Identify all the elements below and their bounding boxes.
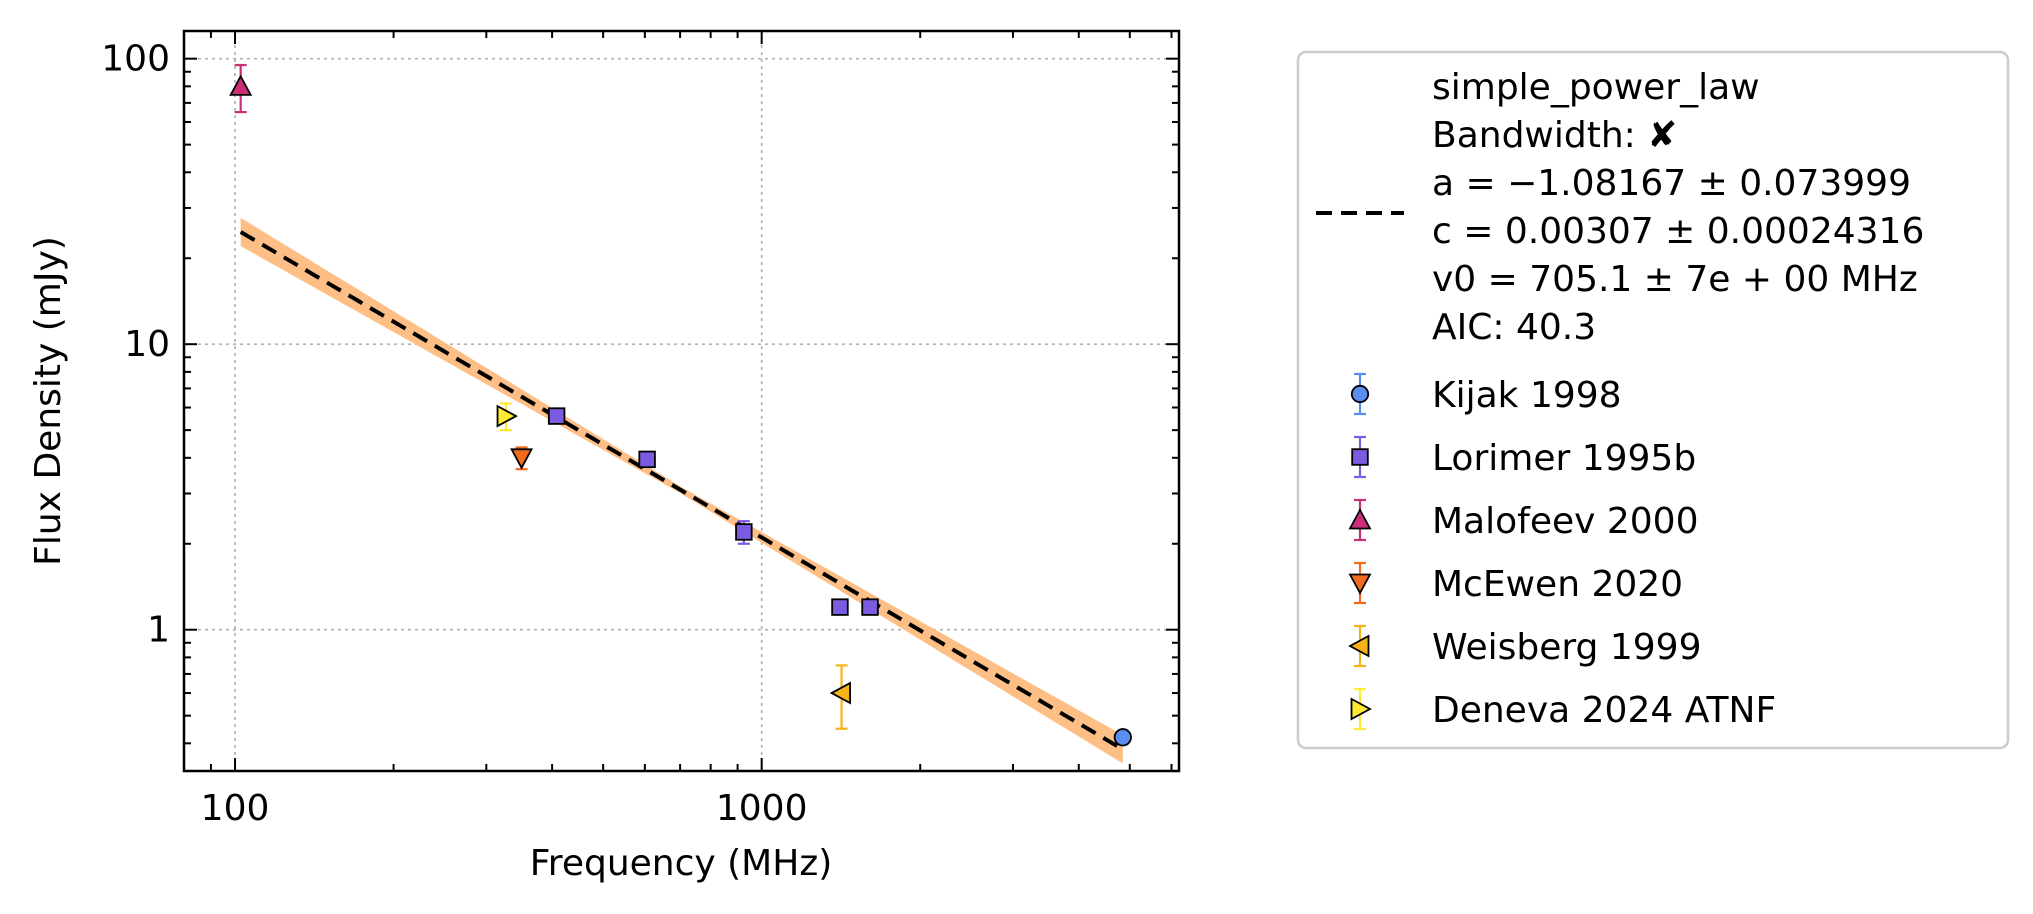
- data-point-lorimer-1995b: [831, 598, 849, 616]
- legend-item-weisberg-1999: Weisberg 1999: [1348, 624, 1701, 668]
- legend-label: Kijak 1998: [1432, 375, 1622, 416]
- legend-item-malofeev-2000: Malofeev 2000: [1348, 498, 1698, 542]
- data-point-lorimer-1995b: [638, 450, 656, 469]
- y-tick-label: 1: [147, 610, 170, 651]
- legend-label: Weisberg 1999: [1432, 627, 1701, 668]
- legend-label: Malofeev 2000: [1432, 501, 1698, 542]
- data-point-kijak-1998: [1113, 728, 1132, 747]
- data-point-malofeev-2000: [229, 74, 253, 96]
- x-tick-label: 100: [201, 788, 270, 829]
- data-point-lorimer-1995b: [861, 598, 879, 616]
- data-point-weisberg-1999: [829, 681, 851, 705]
- y-tick-label: 10: [124, 324, 170, 365]
- fit-line: [239, 230, 1124, 752]
- tick-labels: 100 1000 1 10 100: [101, 39, 807, 829]
- legend-marker: [1348, 573, 1372, 595]
- legend-item-deneva-2024-atnf: Deneva 2024 ATNF: [1350, 687, 1776, 731]
- legend-frame: [1296, 50, 2010, 750]
- grid: [184, 31, 1179, 771]
- data-point-deneva-2024-atnf: [496, 404, 518, 428]
- legend-label: Deneva 2024 ATNF: [1432, 690, 1776, 731]
- legend-series-entries: Kijak 1998 Lorimer 1995b Malofeev 2000 McEw…: [1348, 372, 1776, 731]
- x-axis-label: Frequency (MHz): [530, 843, 833, 884]
- plot-area: [229, 63, 1132, 764]
- legend-marker: [1348, 634, 1370, 658]
- x-tick-label: 1000: [716, 788, 808, 829]
- legend-item-kijak-1998: Kijak 1998: [1350, 372, 1622, 416]
- legend-label: Lorimer 1995b: [1432, 438, 1696, 479]
- legend-fit-line: AIC: 40.3: [1432, 307, 1596, 348]
- legend-fit-line: simple_power_law: [1432, 67, 1760, 108]
- y-axis-label: Flux Density (mJy): [28, 236, 69, 566]
- legend-item-lorimer-1995b: Lorimer 1995b: [1351, 435, 1696, 479]
- y-tick-label: 100: [101, 39, 170, 80]
- legend-marker: [1350, 697, 1372, 721]
- data-point-lorimer-1995b: [547, 407, 566, 425]
- legend-marker: [1348, 508, 1372, 530]
- legend-fit-line: Bandwidth: ✘: [1432, 115, 1677, 156]
- legend-marker: [1350, 384, 1370, 404]
- ticks: [183, 31, 1179, 771]
- legend-fit-line: a = −1.08167 ± 0.073999: [1432, 163, 1911, 204]
- data-points: [229, 63, 1132, 747]
- legend-label: McEwen 2020: [1432, 564, 1683, 605]
- legend-fit-line: v0 = 705.1 ± 7e + 00 MHz: [1432, 259, 1918, 300]
- legend: simple_power_law Bandwidth: ✘ a = −1.081…: [1296, 50, 2010, 750]
- legend-marker: [1351, 448, 1369, 466]
- data-point-lorimer-1995b: [735, 523, 753, 541]
- data-point-mcewen-2020: [510, 448, 534, 470]
- legend-fit-text: simple_power_law Bandwidth: ✘ a = −1.081…: [1432, 67, 1924, 348]
- legend-fit-line: c = 0.00307 ± 0.00024316: [1432, 211, 1924, 252]
- plot-frame: [182, 29, 1181, 773]
- legend-item-mcewen-2020: McEwen 2020: [1348, 561, 1683, 605]
